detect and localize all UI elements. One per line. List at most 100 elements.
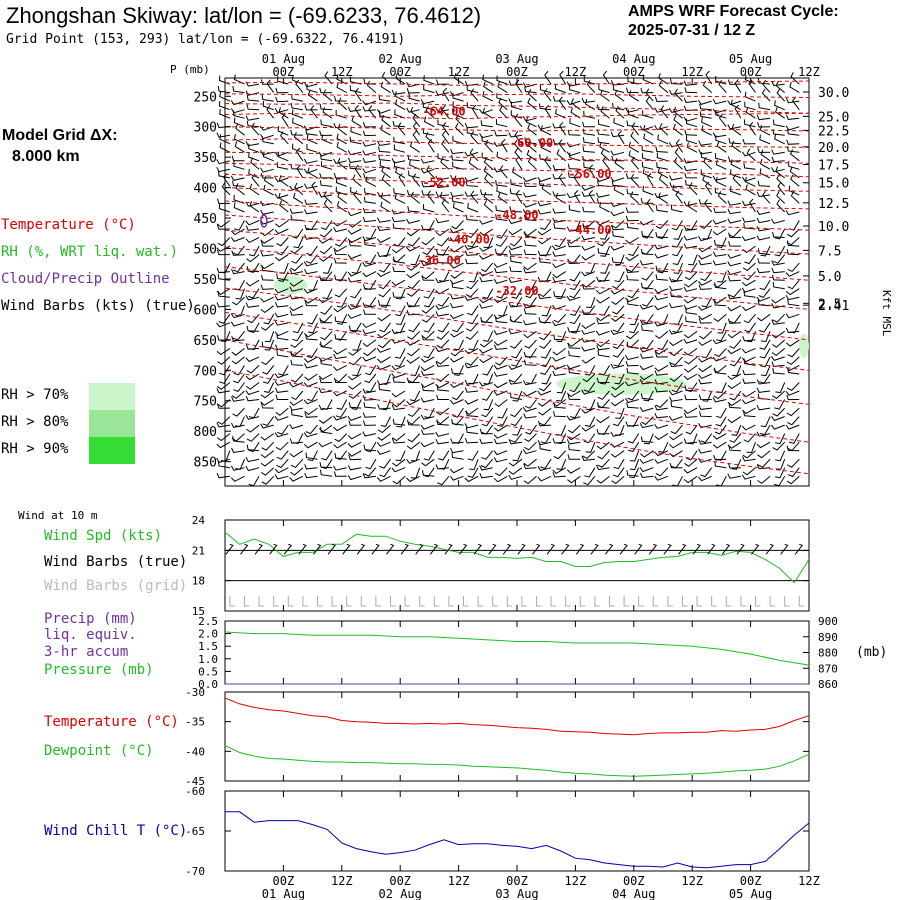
wind-barb	[582, 223, 595, 230]
grid-wind-barb	[258, 595, 265, 607]
wind-barb	[261, 274, 274, 281]
wind-barb	[683, 467, 698, 474]
wind-barb	[350, 187, 362, 196]
wind-barb	[537, 237, 552, 245]
wind-barb	[567, 172, 581, 179]
wind-barb	[468, 158, 479, 170]
wind-barb	[233, 202, 245, 213]
wind-barb	[376, 441, 391, 447]
wind-barb	[654, 96, 668, 103]
wind-barb	[362, 100, 377, 106]
wind-barb	[698, 140, 712, 146]
wind-barb	[217, 237, 231, 247]
wind-barb	[365, 176, 377, 187]
pressure-tick-label: 300	[194, 121, 217, 136]
wind-barb	[378, 288, 391, 298]
wind-barb	[216, 347, 231, 356]
wind-barb	[423, 84, 435, 94]
wind-barb	[700, 433, 713, 444]
legend-precip: Precip (mm)	[44, 611, 137, 627]
wind-barb	[354, 164, 362, 179]
wind-barb	[655, 330, 669, 340]
wind-barb	[741, 474, 756, 480]
wind-barb	[759, 348, 771, 359]
wind-barb	[510, 101, 523, 111]
wind-barb	[426, 190, 435, 204]
wind-barb	[354, 104, 362, 119]
wind-barb	[421, 275, 435, 281]
wind-barb	[407, 330, 421, 340]
wind-barb	[295, 79, 304, 93]
wind-barb	[642, 185, 654, 196]
wind-barb	[333, 390, 347, 397]
surface-wind-barb	[517, 543, 526, 555]
wind-barb	[597, 119, 610, 128]
wind-barb	[756, 114, 771, 121]
wind-barb	[231, 336, 245, 342]
wind-barb	[684, 458, 698, 467]
wind-barb	[522, 116, 537, 122]
wind-barb	[246, 95, 260, 102]
bottom-hour-label: 12Z	[681, 874, 703, 888]
wind-barb	[537, 250, 552, 257]
wind-barb	[394, 109, 406, 119]
wind-barb	[611, 296, 625, 306]
surface-wind-barb	[532, 543, 541, 555]
wind-barb	[332, 415, 347, 421]
wind-barb	[613, 458, 625, 470]
wind-barb	[450, 174, 464, 181]
wind-barb	[508, 250, 522, 256]
wind-barb	[688, 182, 698, 196]
wind-barb	[230, 465, 245, 471]
wind-barb	[217, 86, 230, 94]
wind-barb	[742, 336, 756, 342]
wind-barb	[525, 117, 537, 128]
wind-barb	[219, 373, 231, 384]
wind-barb	[479, 356, 493, 364]
wind-barb	[525, 296, 537, 307]
wind-barb	[771, 149, 785, 155]
wind-barb	[698, 339, 712, 346]
wind-barb	[715, 76, 727, 85]
wind-barb	[319, 317, 333, 324]
wind-barb	[567, 327, 581, 333]
wind-barb	[566, 295, 581, 301]
wind-barb	[307, 314, 318, 325]
wind-barb	[556, 382, 567, 394]
wind-barb	[469, 459, 479, 471]
wind-barb	[522, 209, 537, 215]
wind-barb	[319, 87, 333, 94]
wind-barb	[260, 237, 274, 244]
wind-barb	[626, 120, 639, 128]
wind-barb	[391, 404, 406, 411]
wind-barb	[260, 390, 275, 399]
wind-barb	[771, 330, 785, 339]
wind-barb	[231, 396, 245, 402]
wind-barb	[305, 254, 318, 264]
wind-barb	[581, 424, 596, 432]
wind-barb	[743, 313, 756, 324]
wind-barb	[569, 271, 581, 282]
wind-barb	[625, 397, 639, 404]
wind-barb	[756, 209, 771, 216]
wind-barb	[449, 279, 464, 285]
wind-barb	[522, 202, 537, 208]
pressure-tick-label: 850	[194, 456, 217, 471]
wind-barb	[523, 181, 537, 187]
wind-barb	[362, 412, 376, 418]
wind-barb	[730, 99, 742, 111]
wind-barb	[553, 95, 566, 102]
wind-barb	[510, 433, 523, 443]
wind-barb	[567, 163, 581, 170]
wind-barb	[654, 125, 669, 131]
wind-barb	[412, 173, 421, 187]
wind-barb	[392, 433, 406, 442]
wind-barb	[291, 254, 304, 264]
height-tick-label: 7.5	[818, 244, 841, 259]
wind-barb	[406, 377, 420, 384]
wind-barb	[289, 450, 304, 458]
wind-barb	[569, 118, 581, 128]
wind-barb	[743, 119, 756, 128]
wind-barb	[363, 309, 376, 315]
wind-barb	[483, 157, 494, 170]
